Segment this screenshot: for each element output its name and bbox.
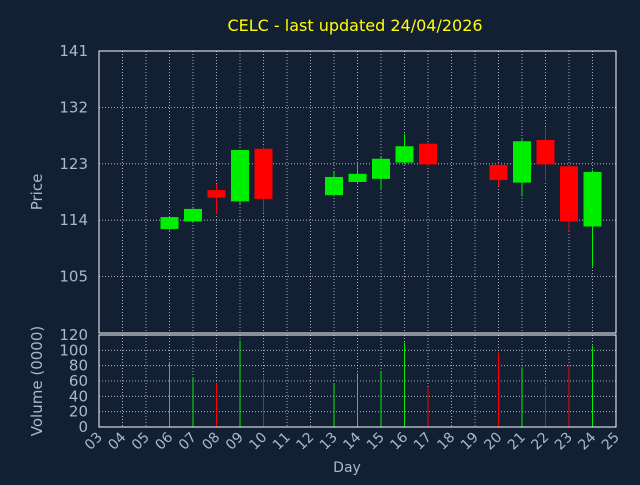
volume-tick-label: 40 [69, 387, 88, 405]
candle-body [513, 141, 531, 183]
x-tick-labels: 03 04 05 06 07 08 09 10 11 12 13 14 15 16 17 18 19 20 21 22… [82, 429, 623, 453]
volume-tick-label: 100 [59, 341, 88, 359]
x-tick-label: 04 [105, 429, 129, 453]
price-tick-label: 132 [59, 98, 88, 116]
x-tick-label: 22 [528, 430, 552, 454]
x-tick-label: 24 [575, 429, 599, 453]
candle-body [184, 208, 202, 222]
volume-axis-label: Volume (0000) [28, 326, 46, 436]
price-plot-frame [98, 50, 617, 334]
price-tick-label: 105 [59, 268, 88, 286]
x-tick-label: 14 [340, 429, 364, 453]
price-axis-label: Price [28, 174, 46, 211]
x-tick-label: 10 [246, 430, 270, 454]
candle-body [489, 165, 508, 181]
candle-body [583, 171, 602, 227]
x-tick-label: 18 [434, 430, 458, 454]
price-tick-label: 141 [59, 42, 88, 60]
candle-body [560, 166, 578, 222]
candle-body [207, 190, 226, 198]
price-tick-label: 114 [59, 211, 88, 229]
candle-body [372, 158, 390, 179]
x-tick-label: 23 [552, 430, 576, 454]
x-tick-label: 21 [505, 430, 529, 454]
candle-body [395, 146, 414, 163]
x-axis-label: Day [333, 460, 361, 476]
volume-plot-frame [98, 334, 617, 428]
candle-body [254, 148, 273, 199]
volume-tick-label: 0 [78, 418, 88, 436]
price-tick-label: 123 [59, 155, 88, 173]
candle-body [231, 150, 249, 202]
x-tick-label: 13 [317, 430, 341, 454]
volume-tick-label: 60 [69, 372, 88, 390]
x-tick-label: 17 [411, 430, 435, 454]
x-tick-label: 25 [599, 430, 623, 454]
candle-body [536, 139, 555, 165]
volume-tick-label: 80 [69, 357, 88, 375]
x-tick-label: 15 [364, 430, 388, 454]
candle-body [160, 217, 179, 229]
price-tick-labels: 105 114 123 132 141 [59, 42, 88, 286]
chart-title: CELC - last updated 24/04/2026 [227, 16, 482, 35]
candle-body [325, 176, 343, 196]
x-tick-label: 19 [458, 430, 482, 454]
x-tick-label: 07 [176, 430, 200, 454]
volume-tick-label: 120 [59, 326, 88, 344]
candle-body [348, 173, 367, 182]
x-tick-label: 11 [270, 430, 294, 454]
volume-tick-label: 20 [69, 403, 88, 421]
x-tick-label: 16 [387, 429, 411, 453]
candles-group [160, 127, 602, 267]
x-tick-label: 06 [152, 429, 176, 453]
candle-body [419, 143, 437, 165]
x-tick-label: 08 [199, 430, 223, 454]
price-grid [99, 50, 616, 333]
volume-bars-group [169, 340, 593, 427]
x-tick-label: 09 [223, 430, 247, 454]
x-tick-label: 05 [129, 430, 153, 454]
x-tick-label: 20 [481, 430, 505, 454]
x-tick-label: 12 [293, 430, 317, 454]
